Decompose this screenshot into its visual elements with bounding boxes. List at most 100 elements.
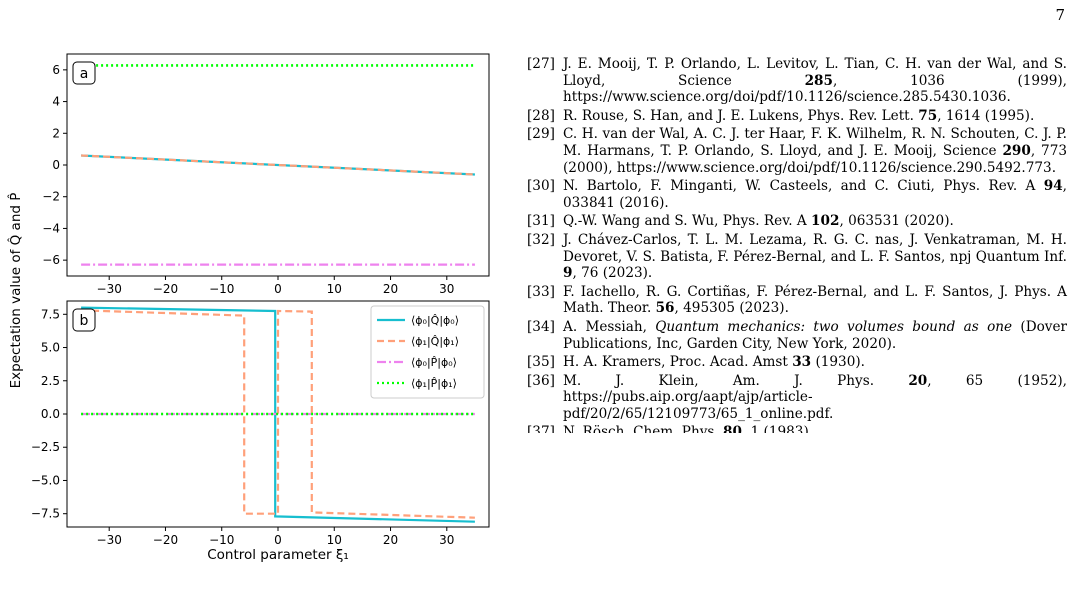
reference-number: [33] [527,283,555,300]
reference-text: N. Bartolo, F. Minganti, W. Casteels, an… [563,178,1067,211]
x-tick-label: 20 [383,282,398,296]
y-tick-label: −4 [42,221,60,235]
reference-text-part: N. Rösch, Chem. Phys. [563,424,724,434]
reference-text-part: 290 [1002,142,1031,159]
series-line-q1 [81,309,475,519]
reference-number: [36] [527,372,555,389]
reference-text-part: , 1614 (1995). [937,107,1035,124]
x-axis-label: Control parameter ξ₁ [207,547,349,563]
reference-number: [32] [527,231,555,248]
x-tick-label: 10 [327,533,342,547]
panel-label-box [72,308,96,332]
y-tick-label: −6 [42,253,60,267]
x-tick-label: −30 [97,282,122,296]
reference-text-part: Q.-W. Wang and S. Wu, Phys. Rev. A [563,213,812,230]
x-tick-label: 10 [327,282,342,296]
x-tick-label: 0 [274,533,282,547]
y-tick-label: 2 [52,126,60,140]
reference-text-part: 102 [811,213,840,230]
panel-label-box [72,61,96,85]
reference-number: [35] [527,354,555,371]
reference-text-part: J. Chávez-Carlos, T. L. M. Lezama, R. G.… [563,231,1067,265]
reference-item: [35] H. A. Kramers, Proc. Acad. Amst 33 (… [527,354,1067,371]
reference-item: [31] Q.-W. Wang and S. Wu, Phys. Rev. A 1… [527,213,1067,230]
reference-item: [29] C. H. van der Wal, A. C. J. ter Haar… [527,126,1067,176]
x-tick-label: −30 [97,533,122,547]
reference-item: [30] N. Bartolo, F. Minganti, W. Casteels… [527,178,1067,211]
reference-number: [27] [527,56,555,72]
series-line-q0 [81,154,475,176]
reference-item: [33] F. Iachello, R. G. Cortiñas, F. Pére… [527,284,1067,317]
reference-text-part: J. E. Mooij, T. P. Orlando, L. Levitov, … [563,56,1067,89]
reference-text-part: , 495305 (2023). [674,300,789,317]
reference-text: R. Rouse, S. Han, and J. E. Lukens, Phys… [563,108,1067,125]
legend-label: ⟨ϕ₁|P̂|ϕ₁⟩ [411,377,457,390]
reference-text: Q.-W. Wang and S. Wu, Phys. Rev. A 102, … [563,213,1067,230]
reference-text-part: 20 [908,372,928,389]
y-tick-label: −2 [42,190,60,204]
y-tick-label: 0 [52,158,60,172]
reference-text-part: , 773 (2000), https://www.science.org/do… [563,142,1068,176]
panel-label: a [80,66,89,82]
reference-number: [37] [527,424,555,434]
reference-text-part: 80 [723,424,742,434]
y-tick-label: −7.5 [31,507,60,521]
reference-text-part: (Dover Publications, Inc, Garden City, N… [563,318,1067,352]
reference-text: C. H. van der Wal, A. C. J. ter Haar, F.… [563,126,1067,176]
y-tick-label: 0.0 [41,407,60,421]
reference-text-part: 94 [1043,178,1063,195]
y-tick-label: 4 [52,95,60,109]
reference-text-part: 75 [918,107,938,124]
reference-number: [29] [527,126,555,143]
reference-text-part: , 1 (1983). [741,424,814,434]
y-tick-label: −2.5 [31,440,60,454]
reference-text: J. Chávez-Carlos, T. L. M. Lezama, R. G.… [563,232,1067,282]
legend-label: ⟨ϕ₀|Q̂|ϕ₀⟩ [411,314,459,327]
figure: −6 −4 −2 0 2 4 6 −30 −20 −10 0 10 20 30 a −7.5 −5.0 −2.5 0… [0,40,490,591]
reference-text-part: R. Rouse, S. Han, and J. E. Lukens, Phys… [563,107,919,124]
reference-text-part: M. J. Klein, Am. J. Phys. [563,372,909,389]
reference-text-part: , 76 (2023). [572,265,653,282]
x-tick-label: −20 [153,533,178,547]
reference-text: F. Iachello, R. G. Cortiñas, F. Pérez-Be… [563,284,1067,317]
page-number: 7 [1055,6,1065,24]
y-tick-label: −5.0 [31,473,60,487]
reference-text-part: (1930). [811,354,865,371]
reference-text-part: Quantum mechanics: two volumes bound as … [655,318,1013,335]
reference-item: [32] J. Chávez-Carlos, T. L. M. Lezama, R… [527,232,1067,282]
x-tick-label: 0 [274,282,282,296]
reference-number: [31] [527,213,555,230]
legend-label: ⟨ϕ₁|Q̂|ϕ₁⟩ [411,335,459,348]
reference-item: [34] A. Messiah, Quantum mechanics: two v… [527,319,1067,352]
y-tick-label: 7.5 [41,307,60,321]
reference-number: [30] [527,178,555,195]
reference-text-part: A. Messiah, [563,318,656,335]
x-tick-label: 30 [439,533,454,547]
x-tick-label: 20 [383,533,398,547]
reference-list: [27] J. E. Mooij, T. P. Orlando, L. Levit… [527,56,1067,435]
reference-number: [34] [527,318,555,335]
reference-text-part: H. A. Kramers, Proc. Acad. Amst [563,354,793,371]
reference-number: [28] [527,107,555,124]
reference-item: [36] M. J. Klein, Am. J. Phys. 20, 65 (19… [527,373,1067,423]
reference-text-part: C. H. van der Wal, A. C. J. ter Haar, F.… [563,126,1067,159]
x-tick-label: 30 [439,282,454,296]
reference-text-part: 33 [792,354,812,371]
y-tick-label: 2.5 [41,374,60,388]
y-tick-label: 5.0 [41,341,60,355]
y-tick-label: 6 [52,63,60,77]
y-axis-label: Expectation value of Q̂ and P̂ [8,193,24,389]
reference-text-part: 56 [655,300,675,317]
reference-text-part: , 1036 (1999), https://www.science.org/d… [563,72,1067,106]
reference-text-part: , 033841 (2016). [563,178,1067,211]
reference-text-part: , 65 (1952), https://pubs.aip.org/aapt/a… [563,372,1067,422]
reference-text-part: 9 [563,265,573,282]
reference-text-part: F. Iachello, R. G. Cortiñas, F. Pérez-Be… [563,283,1067,317]
reference-text-part: N. Bartolo, F. Minganti, W. Casteels, an… [563,178,1044,195]
reference-item: [27] J. E. Mooij, T. P. Orlando, L. Levit… [527,56,1067,106]
x-tick-label: −10 [209,282,234,296]
reference-text: A. Messiah, Quantum mechanics: two volum… [563,319,1067,352]
reference-text-part: , 063531 (2020). [839,213,954,230]
